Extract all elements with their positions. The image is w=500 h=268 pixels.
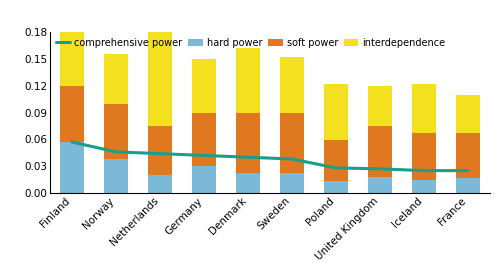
- Bar: [60, 32, 84, 86]
- Bar: [236, 173, 260, 193]
- Bar: [456, 178, 480, 193]
- Bar: [104, 159, 128, 193]
- Bar: [456, 95, 480, 133]
- Bar: [368, 126, 392, 177]
- Bar: [104, 54, 128, 104]
- Bar: [368, 177, 392, 193]
- Bar: [60, 86, 84, 142]
- Bar: [412, 180, 436, 193]
- Bar: [148, 23, 172, 126]
- Bar: [412, 84, 436, 133]
- Bar: [192, 113, 216, 166]
- Bar: [148, 126, 172, 175]
- comprehensive power: [377, 167, 383, 170]
- Bar: [60, 142, 84, 193]
- comprehensive power: [289, 157, 295, 161]
- Bar: [324, 84, 348, 140]
- comprehensive power: [157, 152, 163, 155]
- Bar: [280, 113, 304, 173]
- comprehensive power: [245, 156, 251, 159]
- Bar: [456, 133, 480, 178]
- Bar: [280, 57, 304, 113]
- comprehensive power: [421, 169, 427, 172]
- Bar: [148, 175, 172, 193]
- Bar: [104, 104, 128, 159]
- Bar: [280, 173, 304, 193]
- Bar: [236, 113, 260, 173]
- Line: comprehensive power: comprehensive power: [72, 142, 468, 171]
- comprehensive power: [201, 154, 207, 157]
- Bar: [412, 133, 436, 180]
- comprehensive power: [465, 169, 471, 172]
- Bar: [192, 59, 216, 113]
- Bar: [324, 140, 348, 181]
- comprehensive power: [113, 150, 119, 154]
- Bar: [236, 48, 260, 113]
- Bar: [368, 86, 392, 126]
- comprehensive power: [333, 166, 339, 170]
- Bar: [324, 181, 348, 193]
- Legend: comprehensive power, hard power, soft power, interdependence: comprehensive power, hard power, soft po…: [55, 37, 446, 49]
- comprehensive power: [69, 140, 75, 144]
- Bar: [192, 166, 216, 193]
